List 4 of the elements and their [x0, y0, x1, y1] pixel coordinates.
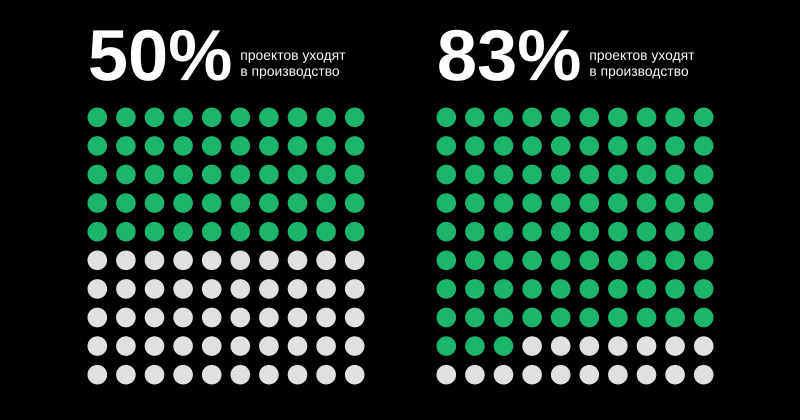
data-label: 50%: [90, 30, 231, 81]
data-label: 83%: [439, 30, 580, 81]
text: проектов уходят в производство: [590, 52, 694, 79]
text: проектов уходят в производство: [241, 52, 346, 79]
